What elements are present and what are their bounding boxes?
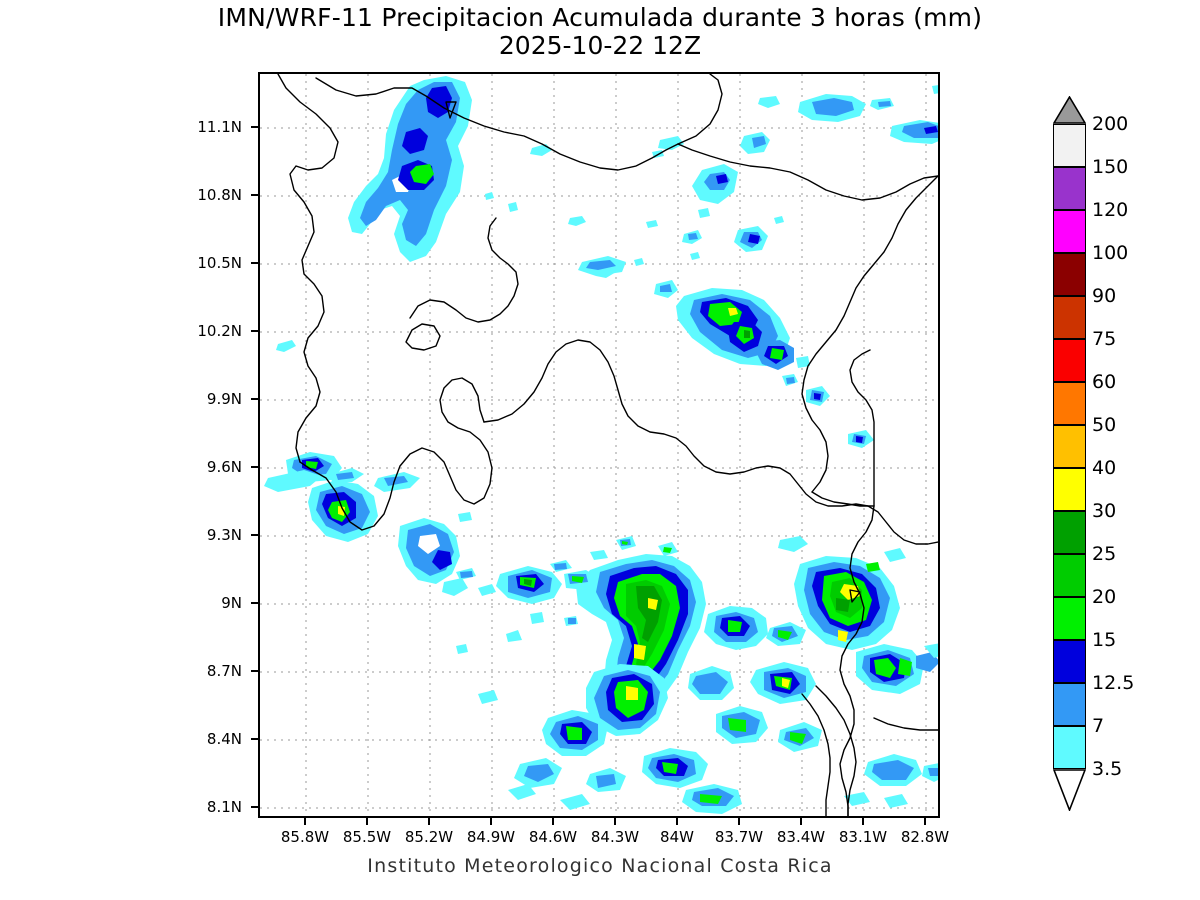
colorbar-cell-75[interactable] [1053,339,1086,382]
y-axis-label-9-6n: 9.6N [206,458,242,476]
x-axis-label-83-1w: 83.1W [838,828,888,846]
colorbar-label-20: 20 [1092,586,1117,608]
y-tick [251,262,258,264]
colorbar-label-30: 30 [1092,500,1117,522]
x-tick [800,818,802,825]
colorbar-cell-100[interactable] [1053,253,1086,296]
map-canvas [260,74,938,816]
y-tick [251,670,258,672]
colorbar-cell-12-5[interactable] [1053,683,1086,726]
colorbar-under-arrow-icon [1053,769,1086,811]
y-axis-label-10-5n: 10.5N [197,254,242,272]
y-axis-label-9-9n: 9.9N [206,390,242,408]
colorbar-label-120: 120 [1092,199,1129,221]
y-axis-label-8-4n: 8.4N [206,730,242,748]
y-tick [251,466,258,468]
colorbar-label-50: 50 [1092,414,1117,436]
x-tick [676,818,678,825]
x-tick [366,818,368,825]
precipitation-contours-layer [264,76,938,814]
colorbar-cell-40[interactable] [1053,468,1086,511]
x-tick [924,818,926,825]
colorbar-label-200: 200 [1092,113,1129,135]
precip-cluster-pacific-west [264,452,472,596]
colorbar-label-15: 15 [1092,629,1117,651]
colorbar-cell-20[interactable] [1053,597,1086,640]
precip-cluster-south-main [456,536,938,814]
x-tick [490,818,492,825]
x-axis-label-84w: 84W [660,828,694,846]
colorbar-cell-60[interactable] [1053,382,1086,425]
x-axis-label-84-6w: 84.6W [528,828,578,846]
colorbar-label-40: 40 [1092,457,1117,479]
coastline-layer [277,74,938,816]
x-tick [304,818,306,825]
x-axis-label-83-7w: 83.7W [714,828,764,846]
colorbar-cell-7[interactable] [1053,726,1086,769]
x-tick [552,818,554,825]
x-axis-label-84-3w: 84.3W [590,828,640,846]
y-tick [251,534,258,536]
colorbar-cell-25[interactable] [1053,554,1086,597]
page-subtitle: 2025-10-22 12Z [498,31,702,60]
colorbar-label-60: 60 [1092,371,1117,393]
y-tick [251,602,258,604]
y-tick [251,806,258,808]
colorbar-cell-50[interactable] [1053,425,1086,468]
precip-cluster-northwest [348,76,472,262]
y-axis-label-8-7n: 8.7N [206,662,242,680]
colorbar-label-150: 150 [1092,156,1129,178]
precip-cluster-northeast [578,85,938,448]
page-title: IMN/WRF-11 Precipitacion Acumulada duran… [217,3,983,32]
colorbar-label-12-5: 12.5 [1092,672,1135,694]
y-axis-label-9-3n: 9.3N [206,526,242,544]
x-tick [862,818,864,825]
y-axis-label-10-8n: 10.8N [197,186,242,204]
x-tick [614,818,616,825]
chart-title-block: IMN/WRF-11 Precipitacion Acumulada duran… [0,4,1200,60]
y-axis-label-11-1n: 11.1N [197,118,242,136]
colorbar-cell-15[interactable] [1053,640,1086,683]
x-tick [428,818,430,825]
y-tick [251,126,258,128]
colorbar-cell-120[interactable] [1053,210,1086,253]
y-axis-label-8-1n: 8.1N [206,798,242,816]
y-tick [251,738,258,740]
y-tick [251,398,258,400]
colorbar-over-arrow-icon [1053,96,1086,124]
x-axis-label-85-5w: 85.5W [342,828,392,846]
colorbar-label-90: 90 [1092,285,1117,307]
x-axis-label-82-8w: 82.8W [900,828,950,846]
colorbar-label-75: 75 [1092,328,1117,350]
y-axis-label-9n: 9N [221,594,242,612]
y-tick [251,330,258,332]
colorbar-label-3-5: 3.5 [1092,758,1123,780]
x-axis-label-83-4w: 83.4W [776,828,826,846]
colorbar-cell-200[interactable] [1053,124,1086,167]
colorbar-label-25: 25 [1092,543,1117,565]
y-tick [251,194,258,196]
x-axis-label-85-8w: 85.8W [280,828,330,846]
colorbar-cell-30[interactable] [1053,511,1086,554]
colorbar-cell-150[interactable] [1053,167,1086,210]
map-plot-area[interactable] [258,72,940,818]
x-axis-label-84-9w: 84.9W [466,828,516,846]
colorbar-label-7: 7 [1092,715,1105,737]
colorbar-cell-90[interactable] [1053,296,1086,339]
x-axis-label-85-2w: 85.2W [404,828,454,846]
x-tick [738,818,740,825]
colorbar-label-100: 100 [1092,242,1129,264]
footer-attribution: Instituto Meteorologico Nacional Costa R… [367,855,833,877]
y-axis-label-10-2n: 10.2N [197,322,242,340]
